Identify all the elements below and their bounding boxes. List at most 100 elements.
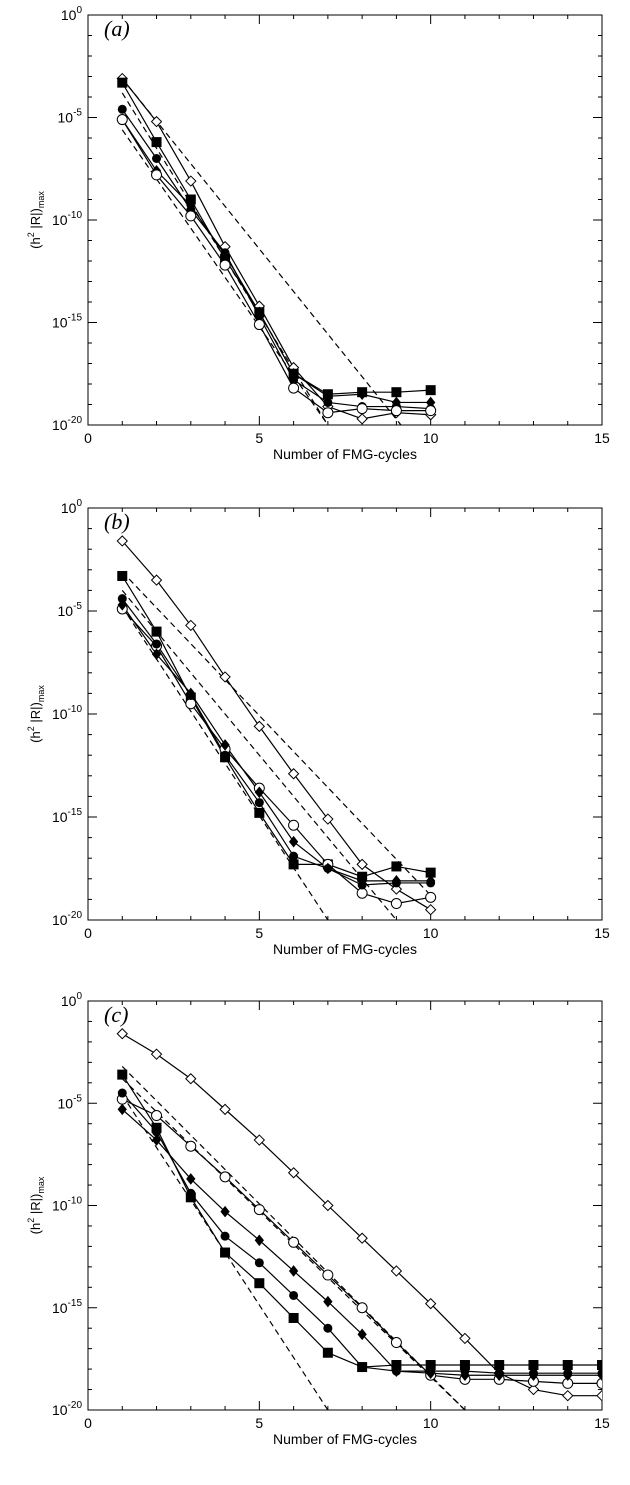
data-point-filled-circle [152,1127,162,1137]
data-point-open-circle [356,1302,368,1314]
data-point-open-diamond [287,768,300,780]
x-tick-label: 10 [423,1415,439,1431]
data-point-open-circle [390,1337,402,1349]
data-point-open-circle [322,1269,334,1281]
y-tick-label: 100 [61,5,83,23]
data-point-open-diamond [287,1167,300,1179]
data-point-open-circle [288,382,300,394]
data-point-open-circle [288,1236,300,1248]
data-point-filled-square [151,626,162,637]
data-point-filled-diamond [186,1173,196,1185]
data-point-open-diamond [424,1297,437,1310]
data-point-filled-circle [289,1290,299,1300]
data-point-filled-circle [460,1366,470,1376]
data-point-filled-circle [323,1323,333,1333]
data-point-filled-square [254,807,265,818]
data-point-filled-circle [254,311,264,321]
data-point-filled-square [220,1247,231,1258]
data-point-filled-circle [323,864,333,873]
data-point-open-diamond [253,720,266,733]
x-tick-label: 5 [255,430,263,446]
data-point-filled-square [425,867,436,878]
data-point-open-circle [253,1204,265,1216]
plot-area [116,72,437,425]
y-tick-label: 10-15 [52,1298,82,1316]
y-tick-label: 100 [61,498,83,516]
data-point-open-diamond [150,574,163,586]
y-tick-label: 10-5 [58,601,83,619]
data-point-filled-square [117,570,128,581]
data-point-filled-diamond [254,786,264,799]
data-point-open-diamond [424,903,437,916]
data-point-filled-circle [597,1368,602,1378]
data-point-open-diamond [527,1383,540,1396]
data-point-open-diamond [116,535,128,547]
y-tick-label: 10-5 [58,1093,83,1111]
series-line-open-diamond [121,540,431,911]
data-point-filled-square [117,1069,128,1080]
plot-area [116,1028,602,1410]
data-point-filled-circle [186,1188,196,1198]
data-point-open-circle [288,819,300,831]
data-point-filled-square [459,1360,470,1371]
data-point-filled-square [288,1312,299,1323]
y-tick-label: 10-15 [52,313,82,331]
data-point-open-diamond [322,813,334,825]
data-point-open-circle [322,407,334,419]
data-point-filled-circle [357,1362,367,1372]
data-point-open-circle [151,169,163,181]
y-tick-label: 10-20 [52,415,82,433]
y-axis-label: (h2 |R|)max [26,1176,46,1234]
data-point-filled-circle [289,375,299,385]
data-point-open-circle [151,1110,163,1122]
data-point-filled-circle [220,248,230,258]
data-point-filled-square [117,77,128,88]
data-point-open-circle [185,210,197,222]
series-line-filled-circle [121,108,431,410]
reference-line [121,571,432,896]
x-tick-label: 0 [84,1415,92,1431]
x-axis-label: Number of FMG-cycles [273,446,417,462]
data-point-filled-circle [186,690,196,700]
data-point-open-circle [425,405,437,417]
data-point-filled-circle [391,1366,401,1376]
panel-label: (b) [104,509,130,534]
data-point-open-circle [390,405,402,417]
y-tick-label: 10-10 [52,704,82,722]
data-point-filled-circle [254,1258,264,1268]
y-axis-label: (h2 |R|)max [26,191,46,249]
data-point-filled-diamond [357,1328,367,1341]
data-point-filled-diamond [323,1295,333,1308]
data-point-filled-square [425,385,436,396]
data-point-filled-square [391,387,402,398]
data-point-filled-circle [289,851,299,861]
data-point-filled-circle [117,104,127,114]
data-point-open-diamond [116,1028,128,1040]
data-point-filled-square [185,194,196,205]
plot-area [116,535,437,920]
series-line-open-circle [121,119,431,414]
data-point-filled-circle [426,1366,436,1376]
y-tick-label: 10-20 [52,910,82,928]
x-axis-label: Number of FMG-cycles [273,1431,417,1447]
data-point-open-circle [356,403,368,415]
series-line-open-diamond [121,78,431,420]
x-tick-label: 5 [255,1415,263,1431]
y-tick-label: 10-10 [52,1196,82,1214]
data-point-open-diamond [185,1073,197,1085]
data-point-open-circle [185,698,197,710]
y-tick-label: 10-5 [58,108,83,126]
data-point-filled-square [288,859,299,870]
series-line-filled-diamond [121,119,431,404]
data-point-filled-diamond [254,1234,264,1247]
y-tick-label: 100 [61,991,83,1009]
series-line-filled-diamond [121,604,431,882]
data-point-filled-square [254,1278,265,1289]
series-line-open-circle [121,608,431,905]
y-axis-label: (h2 |R|)max [26,685,46,743]
data-point-filled-diamond [151,648,162,661]
data-point-filled-circle [494,1368,504,1378]
data-point-filled-square [322,1347,333,1358]
y-tick-label: 10-15 [52,807,82,825]
data-point-open-circle [356,887,368,899]
